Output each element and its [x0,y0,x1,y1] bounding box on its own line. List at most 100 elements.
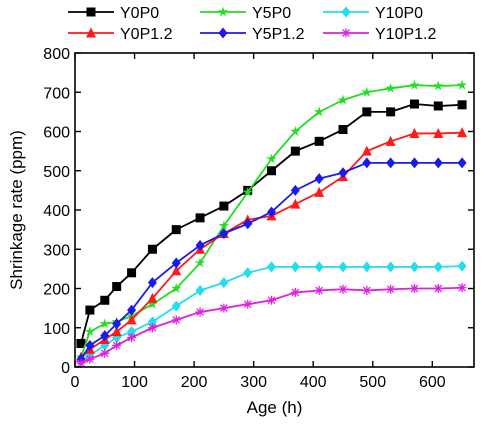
data-point [290,261,300,273]
data-point [338,284,348,294]
data-point [195,284,205,296]
data-point [171,300,181,312]
data-point [409,79,420,90]
data-point [314,186,325,197]
data-point [147,323,157,333]
data-point [341,6,351,18]
data-point [219,228,229,240]
data-point [290,126,301,136]
data-point [409,127,420,138]
data-point [127,268,137,278]
data-point [76,358,86,368]
data-point [147,298,158,309]
y-tick-label: 700 [43,85,70,102]
legend-item-y10p0: Y10P0 [323,5,423,22]
legend-item-y5p1-2: Y5P1.2 [200,26,305,43]
x-tick-label: 500 [359,374,386,391]
legend-label: Y10P1.2 [375,26,436,43]
data-point [433,127,444,138]
y-axis-title: Shrinkage rate (ppm) [7,130,26,290]
x-tick-label: 200 [181,374,208,391]
data-point [100,295,110,305]
data-point [171,283,182,293]
data-point [266,153,277,164]
x-axis-title: Age (h) [247,398,303,417]
x-tick-label: 600 [419,374,446,391]
data-point [290,146,300,156]
data-point [85,305,95,315]
legend: Y0P0 Y5P0 Y10P0 Y0P1.2 Y5P1.2 Y10P1.2 [68,5,436,43]
data-point [100,330,110,342]
data-point [457,283,467,293]
series-y5p1-2 [76,157,467,365]
data-point [267,166,277,176]
y-tick-label: 500 [43,164,70,181]
data-point [456,79,468,90]
legend-label: Y10P0 [375,5,423,22]
data-point [385,135,396,146]
data-point [314,173,324,185]
data-point [217,6,229,17]
data-point [362,261,372,273]
y-tick-label: 0 [61,360,70,377]
data-point [171,265,182,276]
legend-item-y10p1-2: Y10P1.2 [323,26,436,43]
data-point [147,292,158,303]
x-tick-label: 400 [300,374,327,391]
data-point [314,261,324,273]
data-point [338,125,348,135]
data-point [362,285,372,295]
data-point [409,284,419,293]
y-tick-label: 200 [43,282,70,299]
y-tick-label: 800 [43,46,70,63]
data-point [409,261,419,273]
data-point [433,101,443,111]
data-point [243,218,253,230]
data-point [386,284,396,294]
data-point [386,261,396,273]
legend-label: Y0P0 [120,5,159,22]
y-tick-label: 300 [43,242,70,259]
data-point [242,186,253,197]
plot-series [75,79,468,368]
data-point [195,307,205,317]
data-point [219,277,229,289]
series-line [80,84,463,358]
data-point [219,201,229,211]
data-point [361,145,372,156]
data-point [218,27,228,39]
series-line [80,161,463,360]
data-point [76,338,86,348]
data-point [313,106,325,117]
data-point [171,257,181,269]
x-tick-label: 0 [71,374,80,391]
data-point [267,206,277,218]
data-point [362,107,372,117]
data-point [171,315,181,325]
legend-label: Y0P1.2 [120,26,173,43]
data-point [433,284,443,293]
data-point [127,304,137,316]
data-point [195,239,205,251]
series-line [80,103,463,344]
data-point [361,86,373,97]
data-point [112,318,122,330]
data-point [267,261,277,273]
legend-item-y5p0: Y5P0 [200,5,291,22]
ticks: 0 100 200 300 400 500 600 0 100 200 300 400 500 600 70… [43,46,474,391]
legend-label: Y5P1.2 [252,26,305,43]
data-point [243,267,253,279]
series-y5p0 [75,79,468,362]
legend-label: Y5P0 [252,5,291,22]
data-point [100,348,110,358]
data-point [433,157,443,169]
data-point [86,7,96,17]
data-point [290,184,300,196]
data-point [84,326,96,337]
data-point [85,354,95,364]
data-point [409,99,419,109]
data-point [457,260,467,272]
data-point [457,157,467,169]
data-point [314,285,324,295]
